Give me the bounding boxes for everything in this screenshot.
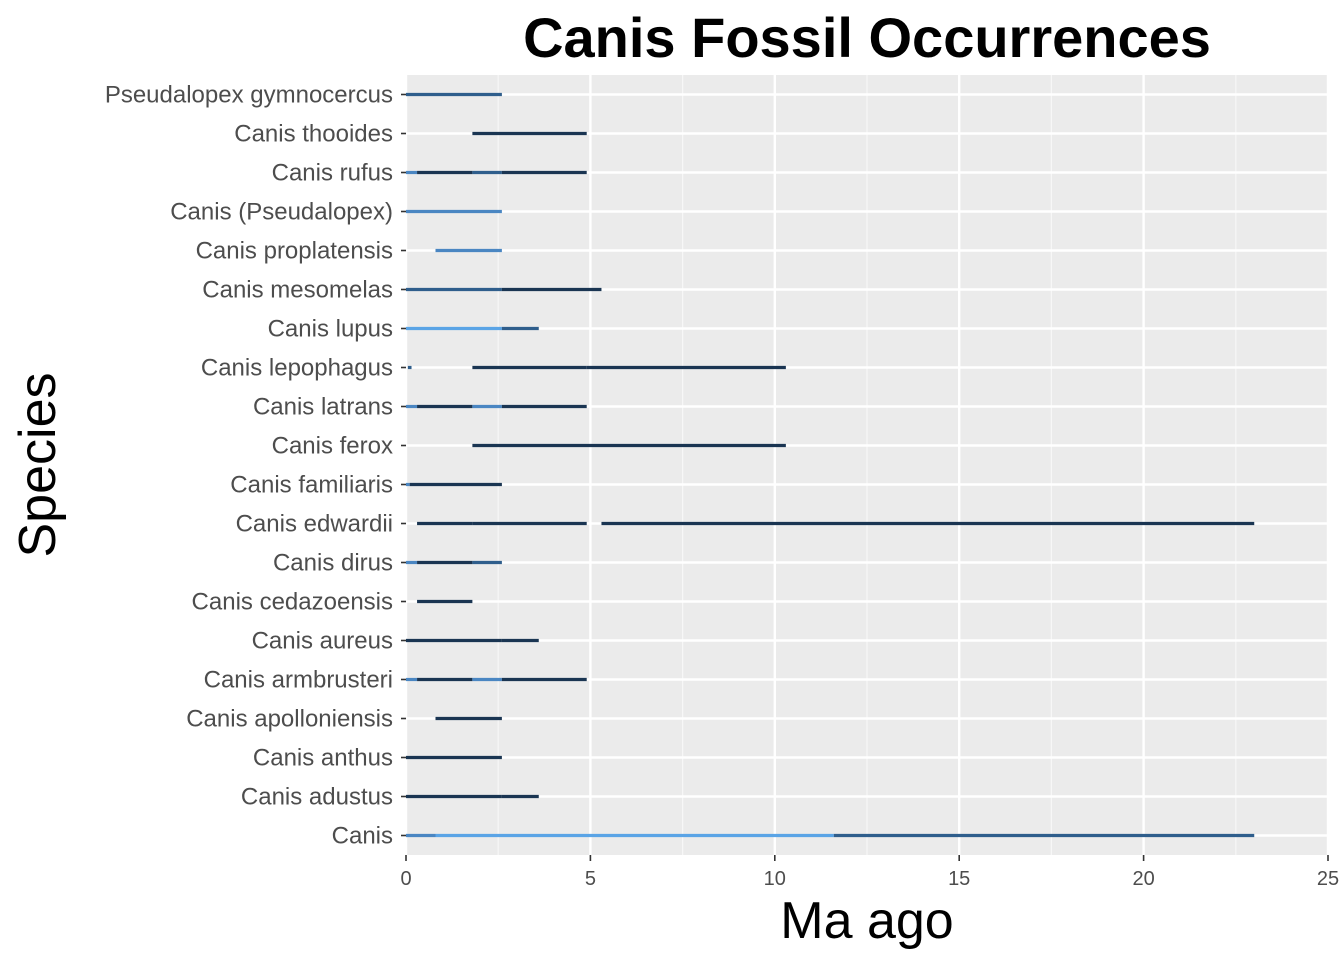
- y-tick-label: Canis thooides: [234, 121, 393, 148]
- x-tick-label: 15: [948, 868, 970, 890]
- y-tick-label: Canis familiaris: [230, 472, 393, 499]
- y-tick-label: Canis adustus: [241, 784, 393, 811]
- y-tick-label: Canis: [332, 823, 393, 850]
- y-tick-label: Canis cedazoensis: [192, 589, 393, 616]
- x-tick-label: 10: [764, 868, 786, 890]
- y-tick-label: Canis proplatensis: [196, 238, 393, 265]
- y-tick-label: Canis dirus: [273, 550, 393, 577]
- y-tick-label: Canis armbrusteri: [204, 667, 393, 694]
- y-tick-label: Canis (Pseudalopex): [170, 199, 393, 226]
- y-axis-title: Species: [9, 373, 67, 558]
- y-tick-label: Canis mesomelas: [202, 277, 393, 304]
- y-tick-label: Canis ferox: [272, 433, 393, 460]
- y-tick-label: Canis anthus: [253, 745, 393, 772]
- y-tick-label: Canis edwardii: [236, 511, 393, 538]
- x-axis-title: Ma ago: [780, 892, 953, 950]
- y-tick-label: Canis apolloniensis: [186, 706, 393, 733]
- y-tick-label: Canis latrans: [253, 394, 393, 421]
- y-axis-labels: Canis Canis adustus Canis anthus Canis apol…: [105, 82, 406, 850]
- y-tick-label: Pseudalopex gymnocercus: [105, 82, 393, 109]
- x-tick-label: 25: [1317, 868, 1339, 890]
- x-axis-ticks: 0 5 10 15 20 25: [400, 855, 1339, 890]
- x-tick-label: 5: [585, 868, 596, 890]
- y-tick-label: Canis lepophagus: [201, 355, 393, 382]
- y-tick-label: Canis lupus: [268, 316, 393, 343]
- x-tick-label: 0: [400, 868, 411, 890]
- x-tick-label: 20: [1132, 868, 1154, 890]
- y-tick-label: Canis rufus: [272, 160, 393, 187]
- y-tick-label: Canis aureus: [252, 628, 393, 655]
- chart-title: Canis Fossil Occurrences: [523, 6, 1211, 69]
